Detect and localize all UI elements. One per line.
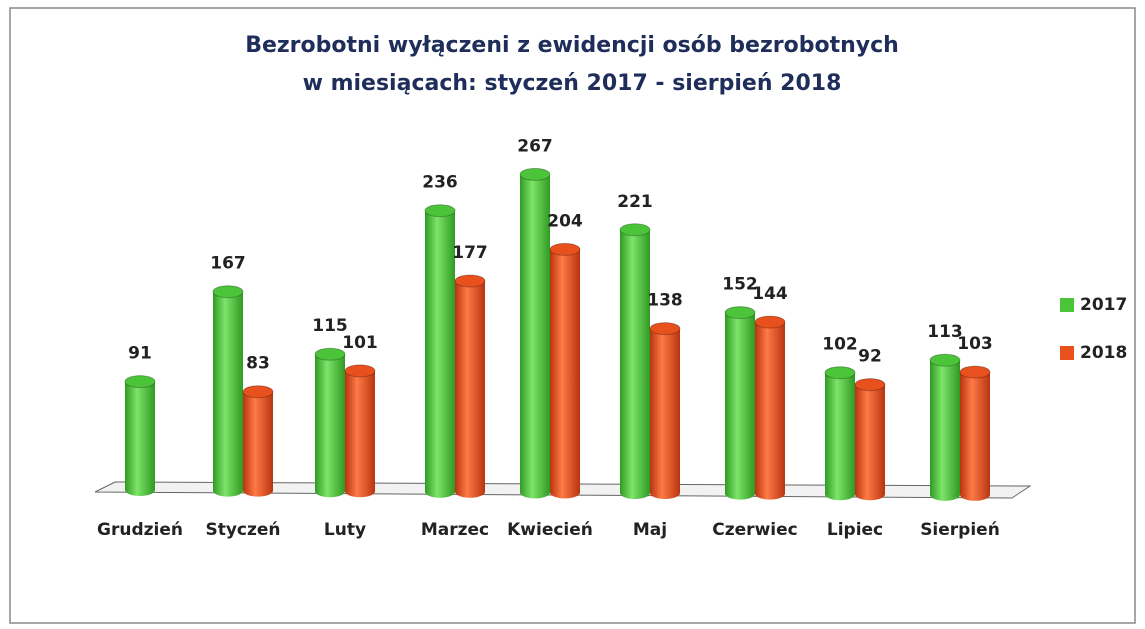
bar-cap bbox=[212, 285, 244, 299]
bar bbox=[425, 204, 455, 498]
x-tick-label: Styczeń bbox=[205, 520, 280, 540]
bar-cap bbox=[824, 366, 856, 380]
legend-swatch bbox=[1060, 346, 1074, 360]
bar bbox=[650, 322, 680, 499]
data-label: 177 bbox=[452, 243, 488, 263]
bar-cap bbox=[854, 378, 886, 392]
x-tick-label: Marzec bbox=[421, 520, 489, 540]
data-label: 236 bbox=[422, 173, 458, 193]
bar bbox=[125, 375, 155, 496]
x-tick-label: Grudzień bbox=[97, 520, 183, 540]
bar-cap bbox=[314, 347, 346, 361]
bar-cap bbox=[344, 364, 376, 378]
data-label: 152 bbox=[722, 275, 758, 295]
bar-cap bbox=[959, 365, 991, 379]
x-tick-label: Czerwiec bbox=[712, 520, 797, 540]
bar-cap bbox=[619, 223, 651, 237]
bar bbox=[960, 366, 990, 501]
x-tick-label: Sierpień bbox=[920, 520, 1000, 540]
data-label: 91 bbox=[128, 344, 152, 364]
bar-cap bbox=[754, 315, 786, 329]
bar bbox=[520, 168, 550, 499]
chart-title: w miesiącach: styczeń 2017 - sierpień 20… bbox=[303, 71, 842, 96]
bar bbox=[620, 223, 650, 500]
bar-cap bbox=[549, 242, 581, 256]
data-label: 103 bbox=[957, 334, 993, 354]
x-tick-label: Maj bbox=[633, 520, 667, 540]
data-label: 221 bbox=[617, 192, 653, 212]
bar bbox=[243, 385, 273, 497]
bar bbox=[930, 354, 960, 501]
chart-title: Bezrobotni wyłączeni z ewidencji osób be… bbox=[245, 33, 899, 58]
bar-cap bbox=[649, 322, 681, 336]
legend-label: 2017 bbox=[1080, 295, 1127, 315]
bar-cap bbox=[424, 204, 456, 218]
x-tick-label: Luty bbox=[324, 520, 366, 540]
legend-swatch bbox=[1060, 298, 1074, 312]
data-label: 92 bbox=[858, 347, 882, 367]
bar bbox=[550, 243, 580, 499]
bar bbox=[455, 274, 485, 498]
data-label: 115 bbox=[312, 316, 348, 336]
bar bbox=[825, 366, 855, 501]
bar bbox=[725, 306, 755, 500]
x-tick-label: Kwiecień bbox=[507, 520, 593, 540]
data-label: 267 bbox=[517, 136, 553, 156]
data-label: 144 bbox=[752, 284, 788, 304]
bar-cap bbox=[242, 385, 274, 399]
data-label: 167 bbox=[210, 254, 246, 274]
bar-cap bbox=[124, 375, 156, 389]
data-label: 138 bbox=[647, 291, 683, 311]
legend-label: 2018 bbox=[1080, 343, 1127, 363]
bar-cap bbox=[929, 353, 961, 367]
data-label: 101 bbox=[342, 333, 378, 353]
bar bbox=[315, 348, 345, 498]
bar-cap bbox=[519, 167, 551, 181]
x-tick-label: Lipiec bbox=[827, 520, 883, 540]
data-label: 102 bbox=[822, 335, 858, 355]
bar bbox=[755, 316, 785, 500]
data-label: 204 bbox=[547, 211, 583, 231]
frame bbox=[9, 7, 1136, 624]
bar-cap bbox=[724, 306, 756, 320]
bar bbox=[855, 378, 885, 501]
data-label: 83 bbox=[246, 354, 270, 374]
bar bbox=[345, 364, 375, 498]
bar bbox=[213, 285, 243, 497]
data-label: 113 bbox=[927, 322, 963, 342]
bar-cap bbox=[454, 274, 486, 288]
